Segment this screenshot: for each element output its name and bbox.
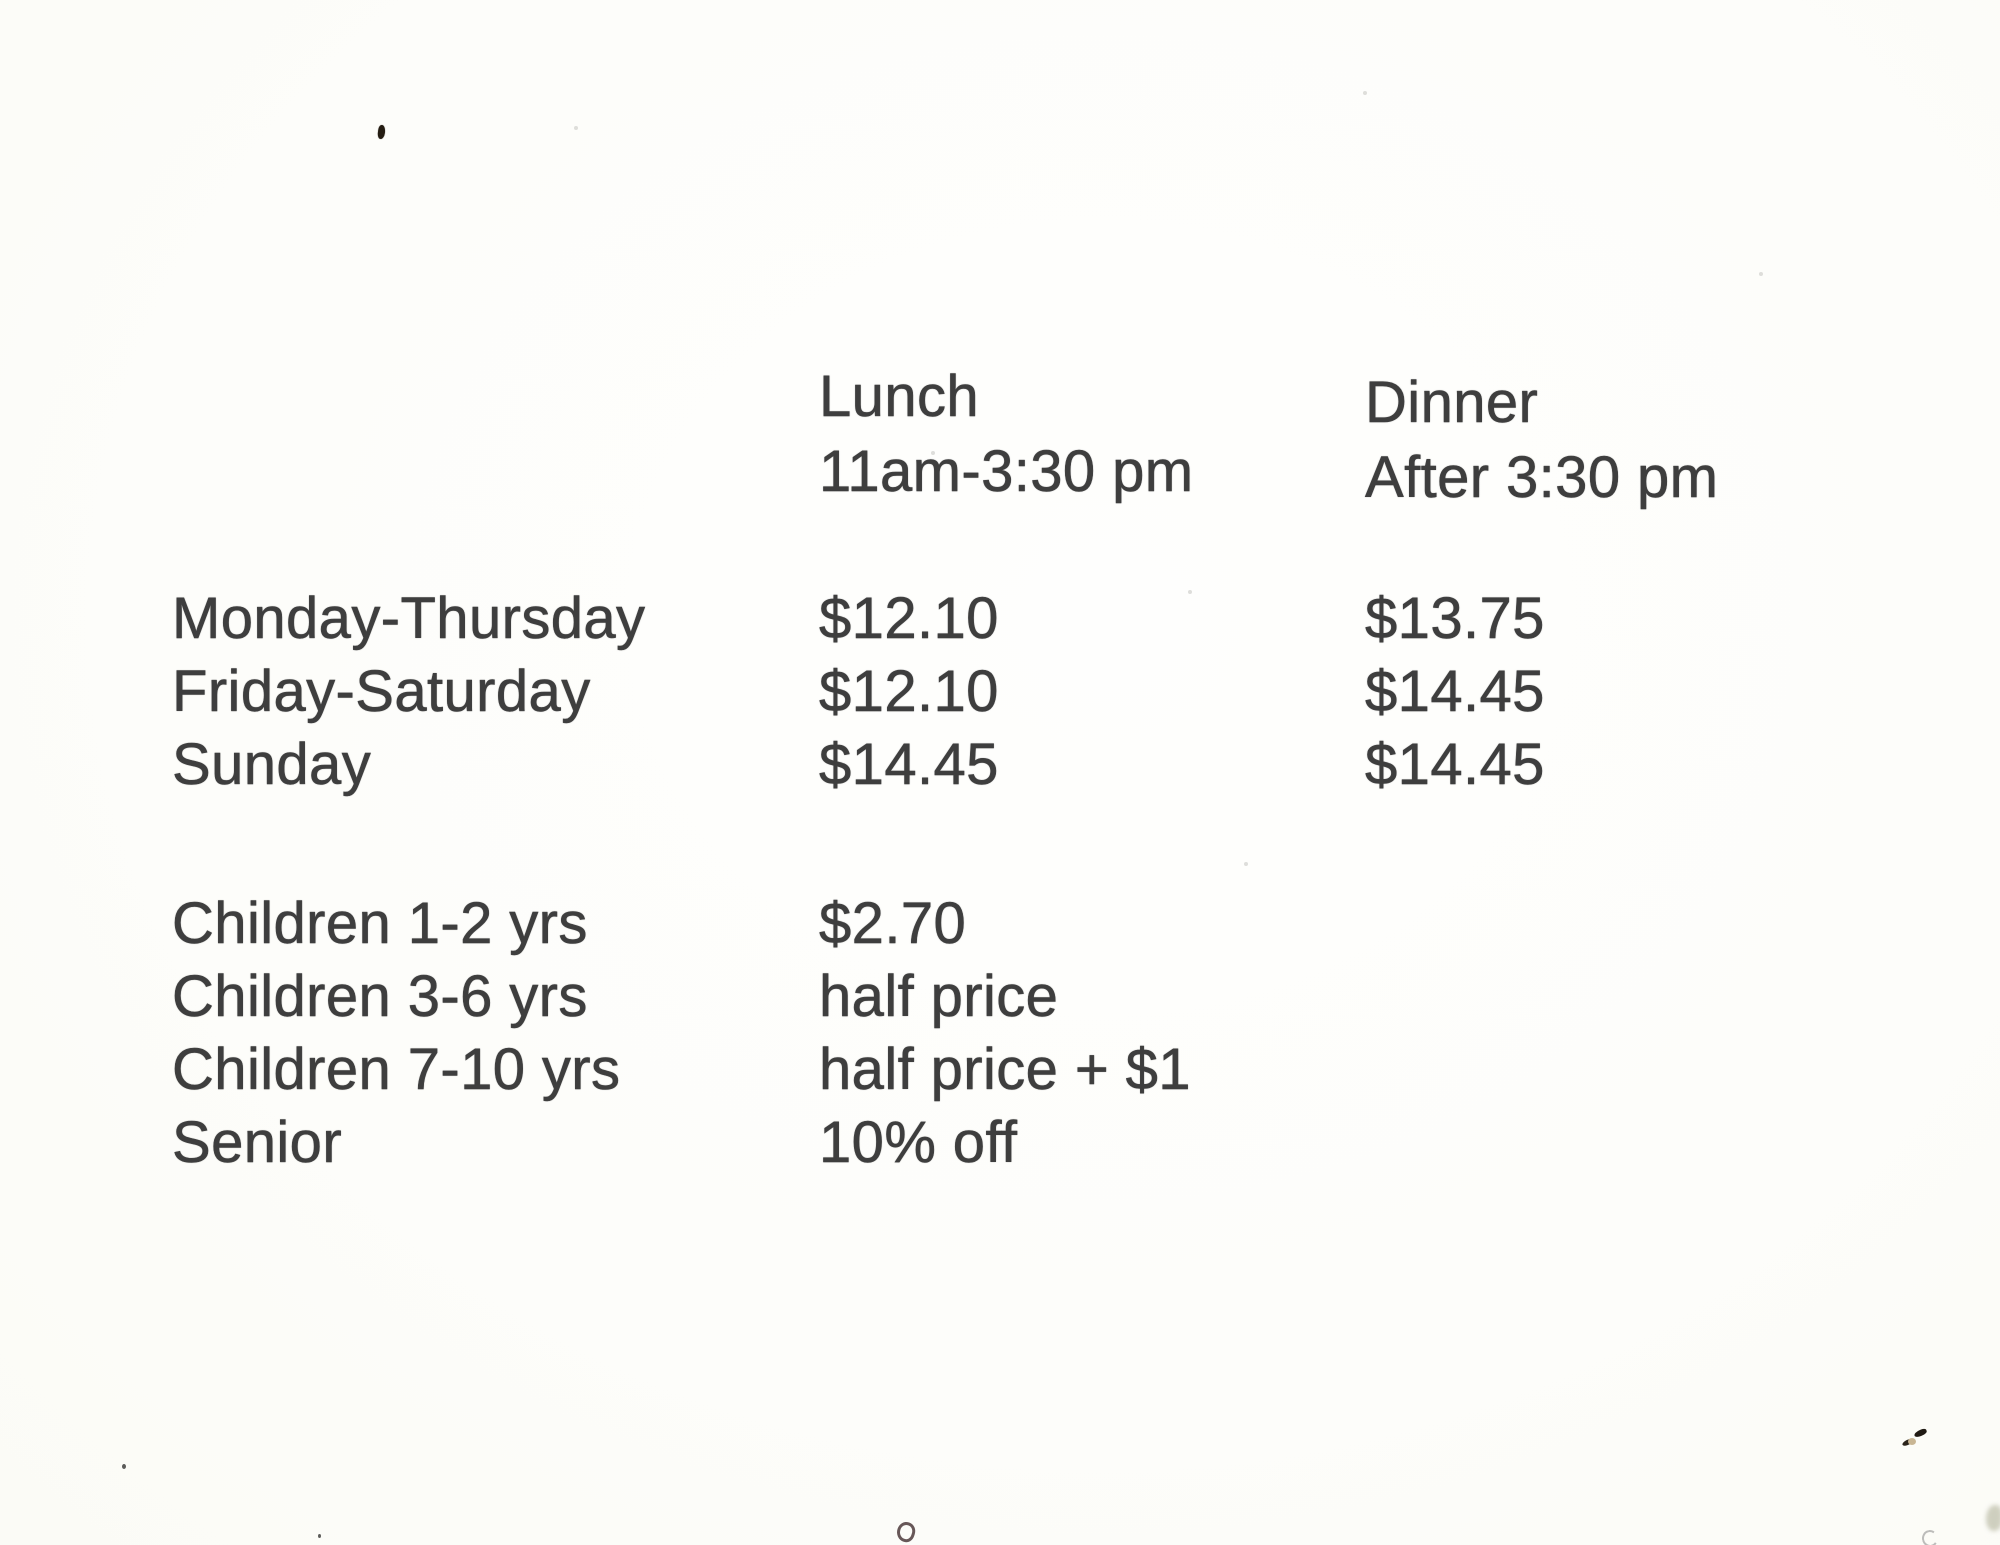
- special-group-label: Children 7-10 yrs: [172, 1037, 621, 1103]
- scan-faint-mark-icon: [1920, 1528, 1940, 1545]
- scan-dust-icon: [931, 451, 935, 455]
- scan-ring-mark-icon: [894, 1519, 918, 1545]
- scan-speck-icon: [377, 124, 386, 140]
- lunch-column-title: Lunch: [819, 364, 980, 430]
- scan-edge-mark-icon: [1986, 1505, 2000, 1531]
- lunch-price: $12.10: [819, 659, 999, 725]
- dinner-price: $13.75: [1365, 586, 1545, 652]
- scan-speck-icon: [1908, 1438, 1916, 1445]
- special-group-label: Children 3-6 yrs: [172, 964, 588, 1030]
- special-group-price: $2.70: [819, 891, 967, 957]
- dinner-price: $14.45: [1365, 732, 1545, 798]
- dinner-column-hours: After 3:30 pm: [1365, 445, 1719, 511]
- special-group-price: half price + $1: [819, 1037, 1191, 1103]
- lunch-price: $12.10: [819, 586, 999, 652]
- scan-dust-icon: [1244, 862, 1248, 866]
- day-range-label: Friday-Saturday: [172, 659, 591, 725]
- scan-dust-icon: [1759, 272, 1763, 276]
- lunch-column-hours: 11am-3:30 pm: [819, 439, 1194, 505]
- scan-dust-icon: [318, 1534, 321, 1538]
- day-range-label: Monday-Thursday: [172, 586, 646, 652]
- scan-squiggle-icon: [1913, 1427, 1928, 1439]
- scan-dust-icon: [1188, 590, 1192, 594]
- lunch-price: $14.45: [819, 732, 999, 798]
- special-group-price: 10% off: [819, 1110, 1018, 1176]
- dinner-price: $14.45: [1365, 659, 1545, 725]
- dinner-column-title: Dinner: [1365, 370, 1539, 436]
- special-group-price: half price: [819, 964, 1059, 1030]
- scan-dust-icon: [122, 1464, 126, 1469]
- special-group-label: Children 1-2 yrs: [172, 891, 588, 957]
- special-group-label: Senior: [172, 1110, 343, 1176]
- scan-dust-icon: [574, 126, 578, 130]
- day-range-label: Sunday: [172, 732, 372, 798]
- scan-dust-icon: [1363, 91, 1367, 95]
